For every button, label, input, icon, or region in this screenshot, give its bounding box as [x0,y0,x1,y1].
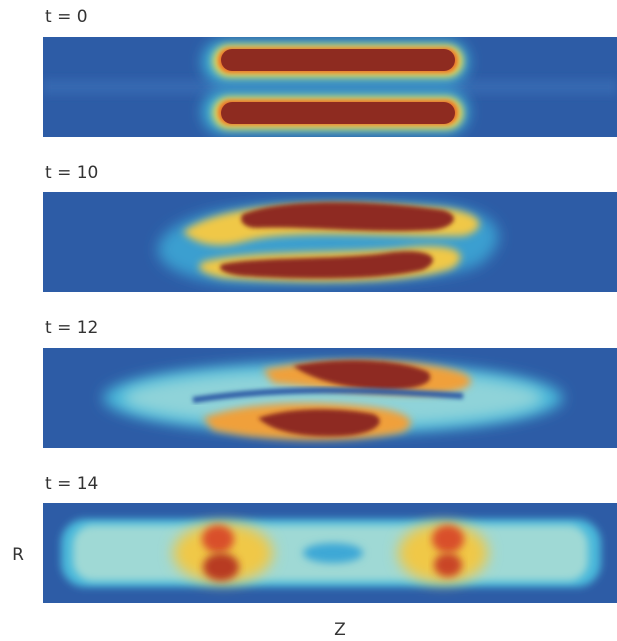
field-panel [43,348,617,448]
field-panel [43,37,617,137]
axis-label: R [12,545,24,565]
panel-label: t = 0 [45,7,88,27]
field-panel [43,192,617,292]
panel-label: t = 14 [45,474,98,494]
axis-label: Z [334,620,346,640]
panel-label: t = 10 [45,163,98,183]
panel-label: t = 12 [45,318,98,338]
field-panel [43,503,617,603]
